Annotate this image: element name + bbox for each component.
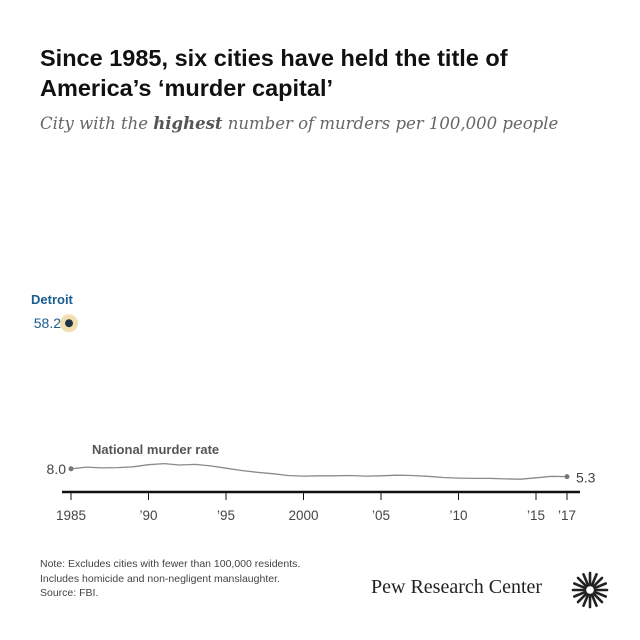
line-chart: 1985 ’90 ’95 2000 ’05 ’10 ’15 ’17 8.0 5.3 National… xyxy=(31,292,596,523)
chart-notes: Note: Excludes cities with fewer than 10… xyxy=(40,557,300,601)
subtitle-emphasis: highest xyxy=(153,114,223,133)
x-tick-label: 2000 xyxy=(288,508,318,523)
x-tick-label: ’10 xyxy=(449,508,467,523)
detroit-point xyxy=(65,319,73,328)
national-rate-line xyxy=(70,462,568,480)
series-end-label: 5.3 xyxy=(576,470,596,486)
series-start-point xyxy=(68,466,74,472)
chart-title: Since 1985, six cities have held the tit… xyxy=(40,45,508,101)
x-tick-label: ’05 xyxy=(372,508,390,523)
series-start-label: 8.0 xyxy=(47,461,67,477)
source-line: Source: FBI. xyxy=(40,587,99,599)
x-tick-label: ’95 xyxy=(217,508,235,523)
series-name-label: National murder rate xyxy=(92,442,219,457)
subtitle-end: number of murders per 100,000 people xyxy=(222,114,559,133)
series-end-point xyxy=(564,474,570,480)
chart-subtitle: City with the highest number of murders … xyxy=(40,114,558,133)
note-line: Note: Excludes cities with fewer than 10… xyxy=(40,558,301,570)
detroit-value-label: 58.2 xyxy=(34,315,61,331)
subtitle-start: City with the xyxy=(40,114,154,133)
detroit-city-label: Detroit xyxy=(31,292,74,307)
x-tick-label: 1985 xyxy=(56,508,86,523)
x-tick-label: ’17 xyxy=(558,508,576,523)
brand-name: Pew Research Center xyxy=(371,576,543,598)
x-tick-label: ’15 xyxy=(527,508,545,523)
pew-sunburst-icon xyxy=(571,571,609,609)
note-line: Includes homicide and non-negligent mans… xyxy=(40,572,280,585)
x-tick-label: ’90 xyxy=(139,508,157,523)
